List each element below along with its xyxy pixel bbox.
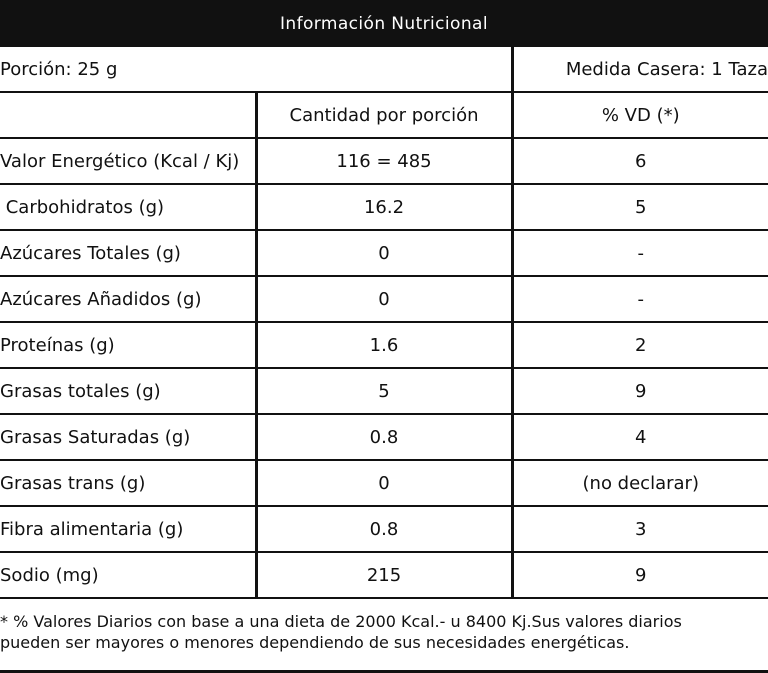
nutrient-dv: - [510,276,768,323]
nutrient-name: Grasas trans (g) [0,460,256,507]
nutrient-amount: 215 [254,552,512,599]
nutrient-dv: 5 [510,184,768,231]
table-row: Grasas totales (g) 5 9 [0,368,768,415]
nutrient-name: Grasas totales (g) [0,368,256,415]
table-row: Proteínas (g) 1.6 2 [0,322,768,369]
nutrient-amount: 0 [254,460,512,507]
table-row: Grasas Saturadas (g) 0.8 4 [0,414,768,461]
footnote-line-1: * % Valores Diarios con base a una dieta… [0,612,682,631]
table-row: Carbohidratos (g) 16.2 5 [0,184,768,231]
footnote-line-2: pueden ser mayores o menores dependiendo… [0,633,630,652]
nutrient-dv: 2 [510,322,768,369]
table-row: Grasas trans (g) 0 (no declarar) [0,460,768,507]
nutrient-name: Fibra alimentaria (g) [0,506,256,553]
nutrient-name: Sodio (mg) [0,552,256,599]
nutrient-amount: 0 [254,230,512,277]
nutrient-name: Azúcares Añadidos (g) [0,276,256,323]
column-header-row: Cantidad por porción % VD (*) [0,92,768,139]
nutrient-amount: 5 [254,368,512,415]
nutrient-amount: 16.2 [254,184,512,231]
nutrient-dv: 4 [510,414,768,461]
nutrient-name: Grasas Saturadas (g) [0,414,256,461]
table-row: Azúcares Añadidos (g) 0 - [0,276,768,323]
nutrient-dv: 9 [510,368,768,415]
nutrient-amount: 1.6 [254,322,512,369]
panel-title: Información Nutricional [0,0,768,47]
nutrient-dv: 9 [510,552,768,599]
nutrient-amount: 116 = 485 [254,138,512,185]
nutrient-dv: 3 [510,506,768,553]
table-row: Sodio (mg) 215 9 [0,552,768,599]
table-row: Valor Energético (Kcal / Kj) 116 = 485 6 [0,138,768,185]
nutrient-dv: 6 [510,138,768,185]
portion-row: Porción: 25 g Medida Casera: 1 Taza [0,47,768,93]
nutrient-dv: (no declarar) [510,460,768,507]
serving-size: Porción: 25 g [0,47,512,93]
nutrient-amount: 0.8 [254,414,512,461]
footnote: * % Valores Diarios con base a una dieta… [0,599,768,653]
table-row: Azúcares Totales (g) 0 - [0,230,768,277]
nutrient-name: Valor Energético (Kcal / Kj) [0,138,256,185]
header-empty-cell [0,92,256,139]
household-measure: Medida Casera: 1 Taza [510,47,768,93]
nutrient-dv: - [510,230,768,277]
nutrient-amount: 0 [254,276,512,323]
nutrition-table: Porción: 25 g Medida Casera: 1 Taza Cant… [0,47,768,599]
nutrient-name: Carbohidratos (g) [0,184,256,231]
nutrient-name: Azúcares Totales (g) [0,230,256,277]
header-daily-value: % VD (*) [510,92,768,139]
header-amount: Cantidad por porción [254,92,512,139]
table-row: Fibra alimentaria (g) 0.8 3 [0,506,768,553]
nutrient-amount: 0.8 [254,506,512,553]
nutrient-name: Proteínas (g) [0,322,256,369]
